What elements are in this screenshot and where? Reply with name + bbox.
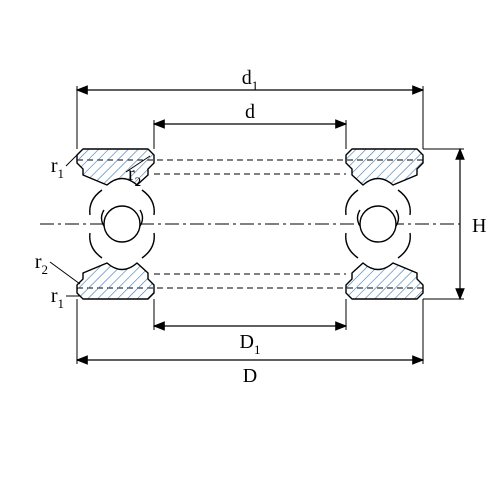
label-D1: D1 bbox=[240, 331, 261, 357]
label-r2-bottom: r2 bbox=[35, 251, 48, 277]
label-D: D bbox=[243, 365, 257, 387]
label-r1-top: r1 bbox=[51, 155, 64, 181]
bearing-diagram: d1 d D1 D H r1 r2 r2 r1 bbox=[0, 0, 500, 500]
label-d1: d1 bbox=[242, 67, 259, 93]
label-d: d bbox=[245, 101, 255, 123]
label-H: H bbox=[472, 215, 486, 237]
label-r1-bottom: r1 bbox=[51, 285, 64, 311]
bearing-section-right bbox=[346, 149, 423, 299]
